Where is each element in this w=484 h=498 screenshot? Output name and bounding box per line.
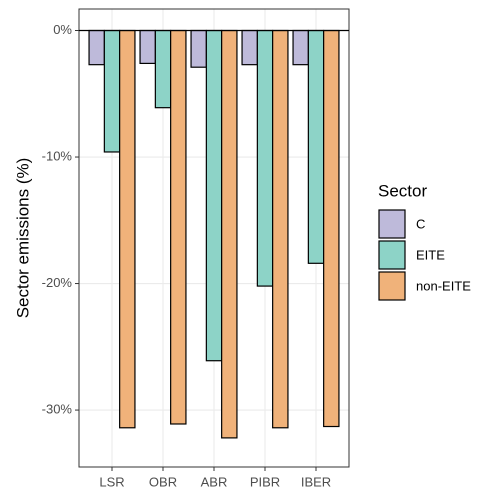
bar <box>170 29 187 425</box>
x-tick-label: OBR <box>149 474 177 489</box>
bar <box>88 29 105 66</box>
x-tick-label: PIBR <box>250 474 280 489</box>
legend-key <box>378 209 406 239</box>
bar <box>256 29 274 287</box>
legend-label: C <box>416 216 425 231</box>
bar <box>241 29 258 66</box>
x-tick-label: ABR <box>201 474 228 489</box>
legend-key <box>378 271 406 301</box>
y-tick-label: -10% <box>42 148 73 163</box>
y-tick-label: -20% <box>42 275 73 290</box>
y-tick-label: -30% <box>42 402 73 417</box>
bar <box>307 29 325 264</box>
bar <box>323 29 340 428</box>
bar <box>190 29 207 68</box>
legend-label: EITE <box>416 247 445 262</box>
legend-title: Sector <box>378 181 427 200</box>
bar <box>119 29 136 429</box>
bar <box>103 29 121 153</box>
bar <box>139 29 156 65</box>
bar <box>154 29 172 109</box>
bar <box>272 29 289 429</box>
legend-label: non-EITE <box>416 278 471 293</box>
y-axis-title: Sector emissions (%) <box>13 158 32 319</box>
y-tick-label: 0% <box>53 22 72 37</box>
bar <box>205 29 223 362</box>
x-tick-label: LSR <box>99 474 124 489</box>
bar <box>221 29 238 439</box>
bar <box>292 29 309 66</box>
x-tick-label: IBER <box>301 474 331 489</box>
legend-key <box>378 240 406 270</box>
